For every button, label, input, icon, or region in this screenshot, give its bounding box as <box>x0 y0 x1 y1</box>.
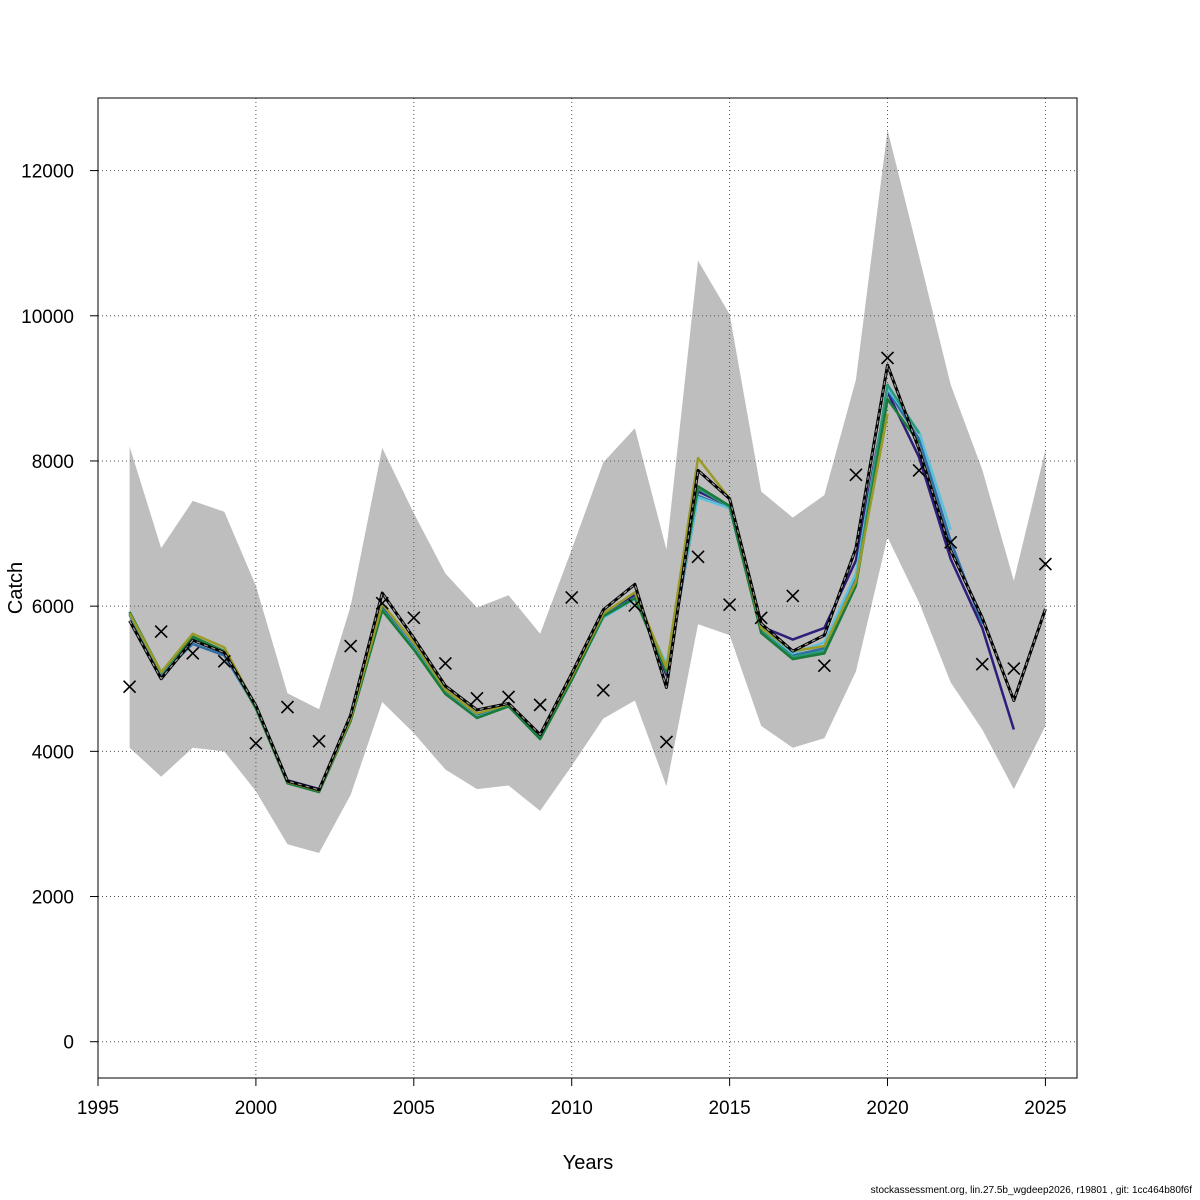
observed-point-2000 <box>249 736 263 750</box>
y-axis-title: Catch <box>5 562 27 614</box>
y-tick-label-0: 0 <box>63 1033 74 1054</box>
observed-point-1996 <box>123 680 137 694</box>
x-tick-label-2015: 2015 <box>708 1098 750 1119</box>
observed-point-2019 <box>849 468 863 482</box>
observed-point-2003 <box>344 639 358 653</box>
observed-point-2014 <box>691 550 705 564</box>
observed-point-2013 <box>659 735 674 749</box>
observed-point-2011 <box>596 683 610 697</box>
observed-point-2022 <box>944 535 958 549</box>
confidence-band-layer <box>129 129 1046 853</box>
observed-point-2005 <box>407 611 421 625</box>
y-tick-label-2000: 2000 <box>32 888 74 909</box>
observed-point-2008 <box>501 690 516 704</box>
observed-point-2001 <box>280 700 295 714</box>
base-fit-layer <box>128 363 1047 792</box>
observed-point-2023 <box>975 657 989 671</box>
observed-point-2025 <box>1038 557 1052 571</box>
observed-point-2020 <box>880 351 895 365</box>
x-tick-label-2025: 2025 <box>1024 1098 1066 1119</box>
observed-point-2018 <box>817 659 831 673</box>
observed-point-2021 <box>912 463 926 477</box>
observed-point-2024 <box>1007 662 1021 676</box>
observed-point-2002 <box>312 734 326 748</box>
observed-point-2007 <box>470 691 484 705</box>
observed-point-1998 <box>186 646 200 660</box>
observed-points-layer <box>123 351 1052 750</box>
x-tick-label-1995: 1995 <box>77 1098 119 1119</box>
x-axis-title: Years <box>563 1152 613 1174</box>
confidence-band <box>129 129 1046 853</box>
observed-point-1999 <box>217 654 231 668</box>
y-tick-label-10000: 10000 <box>21 307 74 328</box>
observed-point-2015 <box>723 598 737 612</box>
x-tick-label-2020: 2020 <box>866 1098 908 1119</box>
observed-point-2012 <box>628 598 642 612</box>
axis-layer: 1995 2000 2005 2010 2015 2020 2025 0 2000 4000 600… <box>21 162 1066 1119</box>
y-tick-label-4000: 4000 <box>32 742 74 763</box>
x-tick-label-2005: 2005 <box>393 1098 435 1119</box>
y-tick-label-6000: 6000 <box>32 597 74 618</box>
x-tick-label-2010: 2010 <box>551 1098 593 1119</box>
observed-point-2010 <box>565 590 579 605</box>
footer-credit: stockassessment.org, lin.27.5b_wgdeep202… <box>870 1185 1192 1196</box>
observed-point-2009 <box>533 698 547 712</box>
x-tick-label-2000: 2000 <box>235 1098 277 1119</box>
base-fit-dash <box>129 364 1046 791</box>
y-tick-label-12000: 12000 <box>21 162 74 183</box>
observed-point-2004 <box>375 596 389 610</box>
observed-point-2016 <box>754 611 768 625</box>
observed-point-2017 <box>786 589 800 603</box>
observed-point-1997 <box>154 624 168 639</box>
observed-point-2006 <box>438 656 452 671</box>
y-tick-label-8000: 8000 <box>32 452 74 473</box>
